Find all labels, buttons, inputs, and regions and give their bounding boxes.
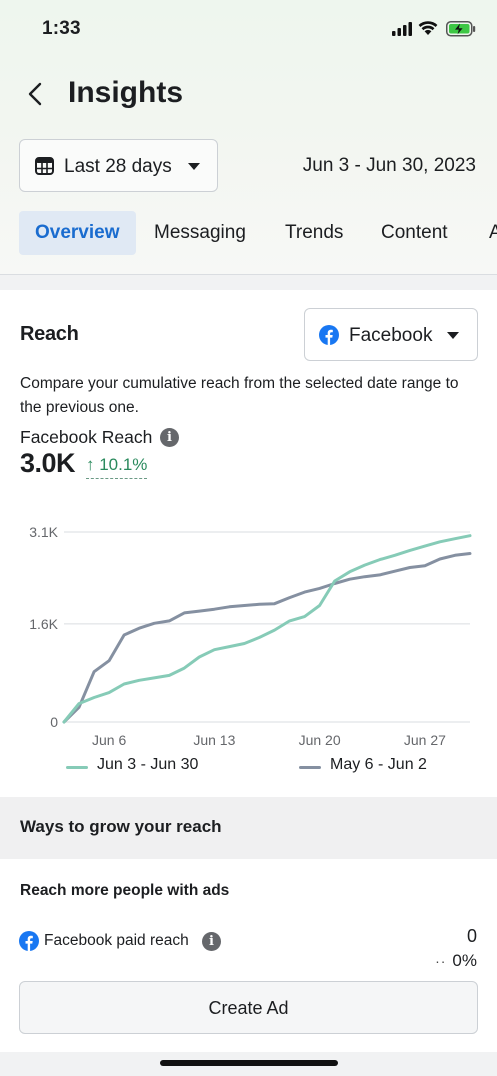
reach-title: Reach xyxy=(20,323,79,345)
paid-reach-percent: 0% xyxy=(452,951,477,970)
date-range-dropdown[interactable]: Last 28 days xyxy=(19,139,218,192)
tab-content[interactable]: Content xyxy=(381,222,448,243)
y-tick-label: 1.6K xyxy=(29,616,58,632)
y-tick-label: 0 xyxy=(50,714,58,730)
paid-reach-label: Facebook paid reach xyxy=(44,932,189,949)
status-time: 1:33 xyxy=(42,18,81,39)
x-tick-label: Jun 20 xyxy=(299,732,341,748)
reach-line-chart: 3.1K 1.6K 0 Jun 6 Jun 13 Jun 20 Jun 27 xyxy=(29,524,472,748)
tab-bar: Overview Messaging Trends Content A xyxy=(0,211,497,255)
page-title: Insights xyxy=(68,76,184,109)
legend-item-current: Jun 3 - Jun 30 xyxy=(66,756,246,778)
ads-subheading: Reach more people with ads xyxy=(20,882,230,899)
legend-label: May 6 - Jun 2 xyxy=(330,756,427,773)
facebook-icon xyxy=(319,325,339,345)
chevron-down-icon xyxy=(188,163,200,170)
tab-overview[interactable]: Overview xyxy=(19,211,136,255)
chevron-down-icon xyxy=(447,332,459,339)
legend-label: Jun 3 - Jun 30 xyxy=(97,756,199,773)
paid-reach-dots: ·· xyxy=(435,953,447,969)
section-heading: Ways to grow your reach xyxy=(20,817,222,836)
create-ad-button[interactable]: Create Ad xyxy=(19,981,478,1034)
x-tick-label: Jun 13 xyxy=(193,732,235,748)
tab-messaging[interactable]: Messaging xyxy=(154,222,246,243)
tab-trends[interactable]: Trends xyxy=(285,222,344,243)
wifi-icon xyxy=(418,21,438,35)
paid-reach-change: ·· 0% xyxy=(435,951,477,971)
tab-more[interactable]: A xyxy=(489,222,497,243)
back-arrow-icon[interactable] xyxy=(24,80,48,108)
x-tick-label: Jun 27 xyxy=(404,732,446,748)
legend-item-previous: May 6 - Jun 2 xyxy=(299,756,479,778)
series-line xyxy=(62,552,472,724)
grow-reach-section-header: Ways to grow your reach xyxy=(0,797,497,859)
metric-label: Facebook Reach xyxy=(20,427,153,447)
header-area: 1:33 Insights Last 28 d xyxy=(0,0,497,275)
reach-card xyxy=(0,290,497,797)
reach-change[interactable]: ↑ 10.1% xyxy=(86,455,148,479)
signal-icon xyxy=(392,22,412,36)
date-range-label: Last 28 days xyxy=(64,156,172,177)
metric-value: 3.0K xyxy=(20,448,76,478)
battery-charging-icon xyxy=(446,21,476,37)
y-tick-label: 3.1K xyxy=(29,524,58,540)
x-tick-label: Jun 6 xyxy=(92,732,126,748)
legend-swatch xyxy=(299,766,321,769)
calendar-icon xyxy=(35,157,54,175)
legend-swatch xyxy=(66,766,88,769)
series-line xyxy=(62,534,472,724)
platform-dropdown[interactable]: Facebook xyxy=(304,308,478,361)
facebook-icon xyxy=(19,931,39,951)
paid-reach-value: 0 xyxy=(466,926,477,946)
info-icon[interactable]: i xyxy=(160,428,179,447)
reach-description: Compare your cumulative reach from the s… xyxy=(20,375,459,416)
status-bar: 1:33 xyxy=(0,0,497,60)
platform-label: Facebook xyxy=(349,325,433,346)
info-icon[interactable]: i xyxy=(202,932,221,951)
date-range-text: Jun 3 - Jun 30, 2023 xyxy=(302,155,476,176)
home-indicator xyxy=(160,1060,338,1066)
